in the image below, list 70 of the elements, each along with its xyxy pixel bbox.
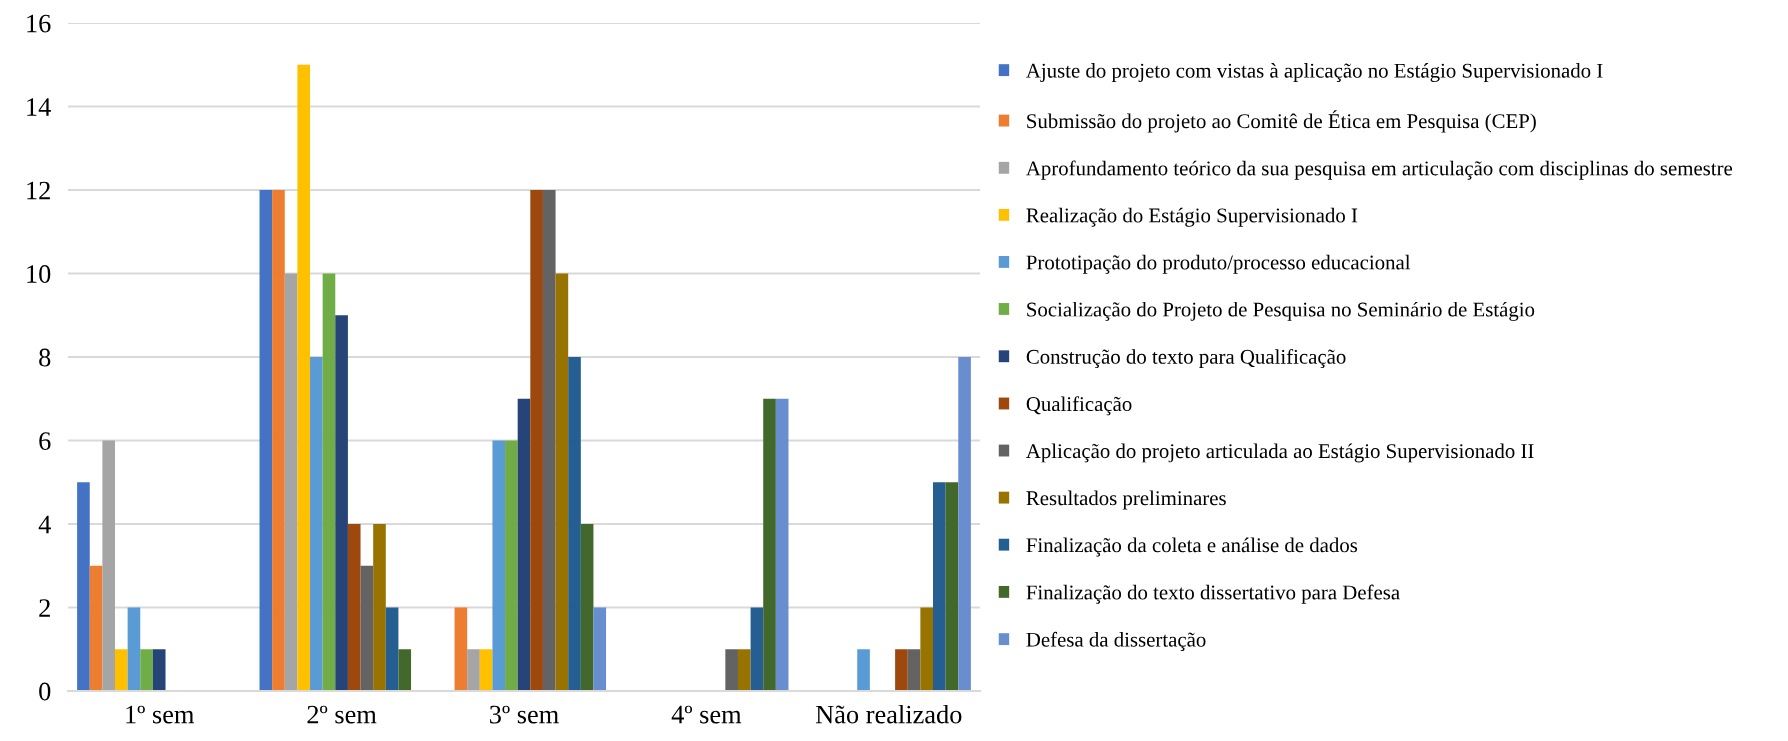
y-tick-label: 10 bbox=[27, 265, 51, 283]
bar bbox=[593, 607, 607, 691]
bar bbox=[530, 190, 543, 691]
legend-label: Aplicação do projeto articulada ao Estágio Supervisionado II bbox=[1026, 443, 1534, 463]
bar bbox=[335, 315, 348, 691]
x-tick-label: 2º sem bbox=[307, 705, 377, 724]
legend-label: Defesa da dissertação bbox=[1026, 631, 1206, 651]
x-tick-label: 1º sem bbox=[126, 705, 195, 724]
y-tick-label: 16 bbox=[27, 14, 51, 33]
legend-label: Aprofundamento teórico da sua pesquisa em articulação com disciplinas do semestre bbox=[1026, 160, 1733, 180]
bar bbox=[454, 607, 468, 691]
bar bbox=[737, 649, 751, 691]
bar bbox=[542, 190, 556, 691]
y-tick-label: 14 bbox=[27, 98, 51, 116]
legend-label: Socialização do Projeto de Pesquisa no Seminário de Estágio bbox=[1027, 301, 1535, 321]
bar bbox=[517, 398, 531, 691]
bar bbox=[933, 482, 946, 691]
bar bbox=[857, 649, 870, 691]
bar bbox=[347, 524, 361, 691]
bar bbox=[373, 524, 386, 691]
bar bbox=[958, 357, 971, 691]
x-tick-label: 4º sem bbox=[671, 705, 742, 724]
bar bbox=[322, 273, 336, 691]
bar bbox=[763, 398, 776, 691]
bar bbox=[284, 273, 298, 691]
legend-label: Prototipação do produto/processo educacional bbox=[1026, 254, 1411, 274]
bar bbox=[398, 649, 412, 691]
bar bbox=[385, 607, 399, 691]
legend-label: Construção do texto para Qualificação bbox=[1026, 348, 1346, 369]
bar bbox=[555, 273, 569, 691]
bar bbox=[920, 607, 933, 691]
bar bbox=[750, 607, 764, 691]
bar bbox=[297, 64, 311, 691]
legend-label: Submissão do projeto ao Comitê de Ética em Pesquisa (CEP) bbox=[1027, 110, 1536, 133]
bar bbox=[775, 398, 789, 691]
legend-label: Finalização da coleta e análise de dados bbox=[1026, 537, 1358, 557]
y-tick-label: 8 bbox=[39, 348, 51, 367]
y-tick-label: 6 bbox=[39, 432, 51, 450]
bar bbox=[505, 440, 518, 691]
bar bbox=[479, 649, 493, 691]
bar bbox=[492, 440, 506, 691]
x-tick-label: Não realizado bbox=[815, 704, 962, 724]
bar bbox=[89, 565, 103, 691]
bar bbox=[945, 482, 959, 691]
bar bbox=[895, 649, 908, 691]
bar bbox=[77, 482, 90, 691]
bar bbox=[568, 357, 581, 691]
y-tick-label: 0 bbox=[39, 682, 51, 701]
legend-label: Finalização do texto dissertativo para Defesa bbox=[1026, 584, 1400, 604]
bar bbox=[127, 607, 141, 691]
legend-label: Realização do Estágio Supervisionado I bbox=[1026, 207, 1358, 227]
bar bbox=[580, 524, 594, 691]
bar bbox=[725, 649, 738, 691]
y-tick-label: 4 bbox=[38, 515, 51, 534]
y-tick-label: 12 bbox=[27, 181, 50, 200]
x-tick-label: 3º sem bbox=[490, 705, 559, 724]
bar bbox=[259, 190, 273, 691]
bar bbox=[907, 649, 921, 691]
bar bbox=[360, 565, 374, 691]
bar bbox=[272, 190, 285, 691]
bar bbox=[140, 649, 153, 691]
y-tick-label: 2 bbox=[39, 599, 50, 617]
bar bbox=[115, 649, 128, 691]
legend-label: Ajuste do projeto com vistas à aplicação no Estágio Supervisionado I bbox=[1026, 63, 1603, 83]
bar bbox=[152, 649, 166, 691]
bar bbox=[310, 357, 323, 691]
legend-label: Qualificação bbox=[1026, 396, 1132, 416]
legend-label: Resultados preliminares bbox=[1026, 490, 1226, 510]
bar bbox=[467, 649, 480, 691]
bar bbox=[102, 440, 115, 691]
